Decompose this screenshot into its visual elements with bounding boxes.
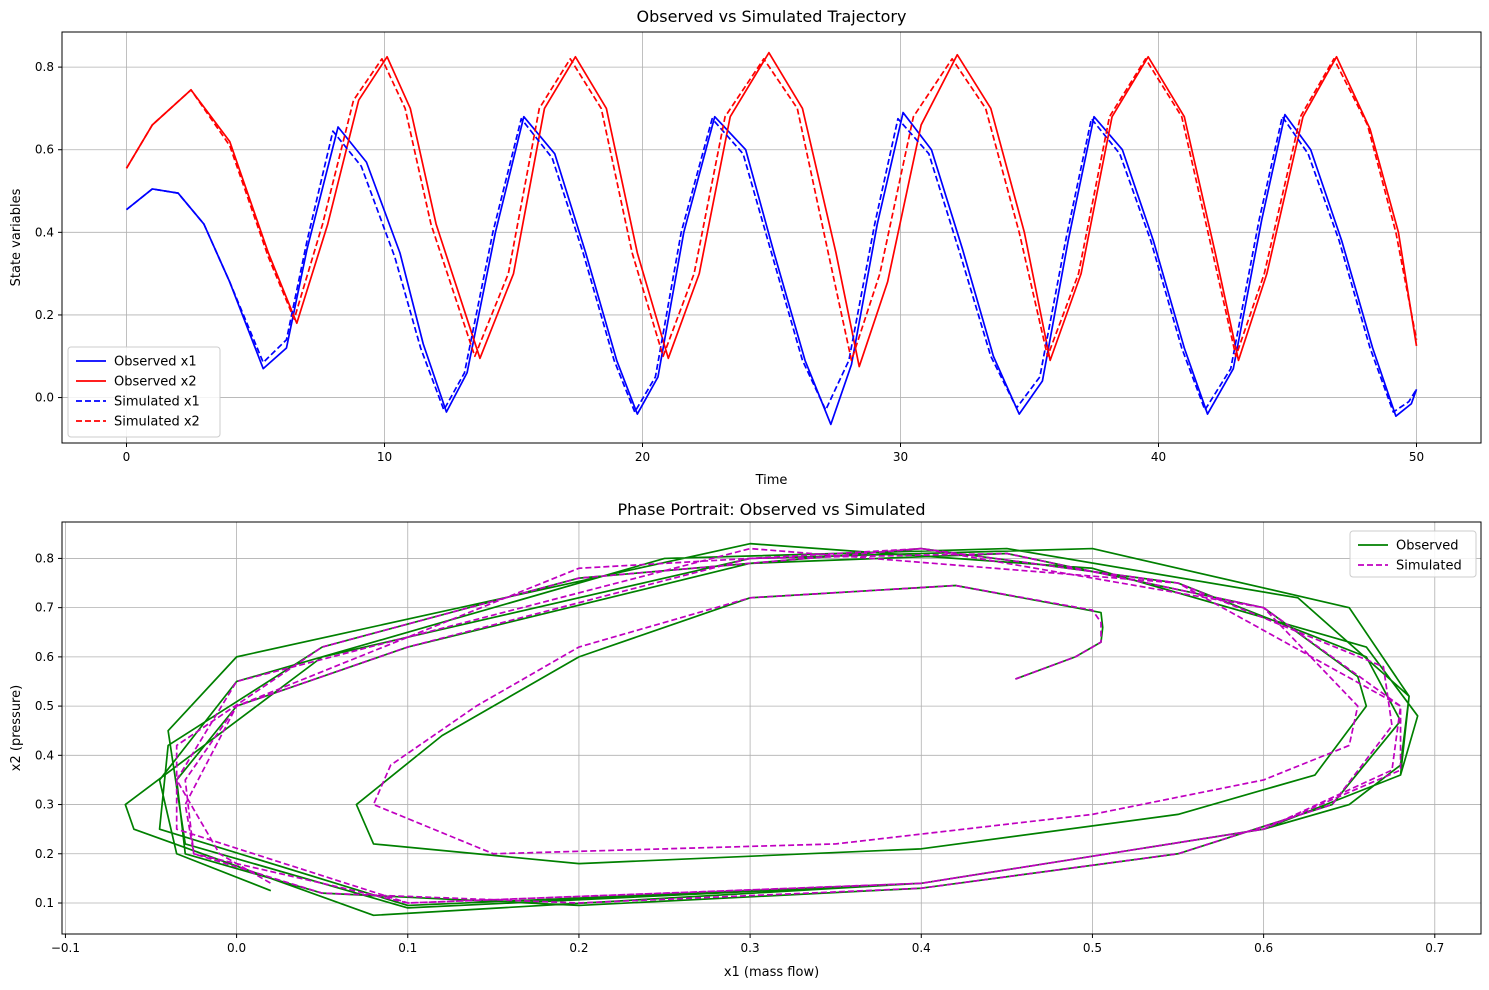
- x-tick-label: 0.6: [1254, 941, 1273, 955]
- series-line-observed-x1: [125, 111, 1418, 426]
- y-tick-label: 0.8: [35, 551, 54, 565]
- trajectory-chart: 0 10 20 30 40 50 0.0 0.2 0.4 0.6 0.8 Observed vs Si…: [9, 7, 1482, 488]
- series-line-observed-x2: [125, 51, 1418, 368]
- y-tick-label: 0.0: [35, 391, 54, 405]
- ticks: −0.1 0.0 0.1 0.2 0.3 0.4 0.5 0.6 0.7 0.1 0.2 0.3 0.4…: [35, 551, 1444, 955]
- y-axis-label: State variables: [9, 188, 24, 286]
- x-axis-label: Time: [755, 473, 788, 488]
- legend-box: [67, 346, 221, 438]
- chart-title: Phase Portrait: Observed vs Simulated: [618, 500, 926, 519]
- x-tick-label: 0.0: [227, 941, 246, 955]
- x-tick-label: 0.2: [569, 941, 588, 955]
- series-group: [124, 542, 1419, 917]
- y-tick-label: 0.4: [35, 225, 54, 239]
- x-tick-label: 30: [893, 450, 908, 464]
- legend: Observed Simulated: [1349, 530, 1477, 578]
- x-tick-label: 0.4: [912, 941, 931, 955]
- y-tick-label: 0.6: [35, 650, 54, 664]
- series-group: [125, 51, 1418, 426]
- series-line-simulated-x2: [125, 58, 1418, 362]
- x-tick-label: 40: [1151, 450, 1166, 464]
- axes-frame: [61, 521, 1482, 935]
- legend-label: Simulated x2: [114, 415, 200, 430]
- series-line-observed: [124, 542, 1419, 917]
- y-tick-label: 0.7: [35, 601, 54, 615]
- series-line-simulated-x1: [125, 115, 1418, 413]
- phase-portrait-chart: −0.1 0.0 0.1 0.2 0.3 0.4 0.5 0.6 0.7 0.1 0.2 0.3 0.4…: [9, 500, 1482, 980]
- x-tick-label: 20: [635, 450, 650, 464]
- x-tick-label: 0.3: [741, 941, 760, 955]
- legend-label: Observed x1: [114, 355, 197, 370]
- x-tick-label: 50: [1409, 450, 1424, 464]
- y-tick-label: 0.4: [35, 748, 54, 762]
- y-tick-label: 0.6: [35, 143, 54, 157]
- x-tick-label: 0: [123, 450, 131, 464]
- legend-label: Observed: [1396, 539, 1459, 554]
- y-tick-label: 0.5: [35, 699, 54, 713]
- grid: [62, 522, 1481, 934]
- x-axis-label: x1 (mass flow): [724, 965, 819, 980]
- legend: Observed x1 Observed x2 Simulated x1 Simula…: [67, 346, 221, 438]
- x-tick-label: 0.7: [1425, 941, 1444, 955]
- ticks: 0 10 20 30 40 50 0.0 0.2 0.4 0.6 0.8: [35, 60, 1424, 464]
- legend-label: Observed x2: [114, 375, 197, 390]
- x-tick-label: 0.1: [398, 941, 417, 955]
- legend-label: Simulated x1: [114, 395, 200, 410]
- x-tick-label: 10: [377, 450, 392, 464]
- axes-frame: [61, 31, 1482, 444]
- y-tick-label: 0.3: [35, 798, 54, 812]
- legend-label: Simulated: [1396, 559, 1462, 574]
- chart-title: Observed vs Simulated Trajectory: [637, 7, 907, 26]
- x-tick-label: 0.5: [1083, 941, 1102, 955]
- y-axis-label: x2 (pressure): [9, 685, 24, 771]
- y-tick-label: 0.2: [35, 308, 54, 322]
- y-tick-label: 0.2: [35, 847, 54, 861]
- y-tick-label: 0.1: [35, 896, 54, 910]
- x-tick-label: −0.1: [51, 941, 80, 955]
- series-line-simulated: [175, 547, 1402, 904]
- y-tick-label: 0.8: [35, 60, 54, 74]
